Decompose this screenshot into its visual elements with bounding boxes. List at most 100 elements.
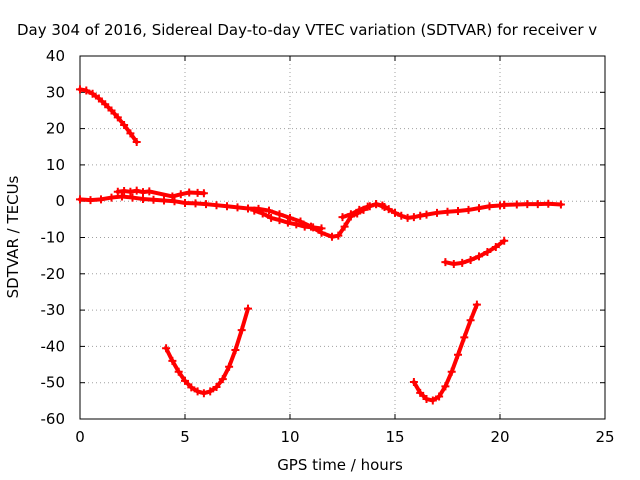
data-point bbox=[218, 375, 227, 384]
x-tick-label: 15 bbox=[385, 428, 404, 446]
data-point bbox=[176, 190, 185, 199]
data-point bbox=[212, 201, 221, 210]
data-point bbox=[435, 392, 444, 401]
data-point bbox=[454, 207, 462, 216]
data-point bbox=[334, 231, 343, 240]
data-point bbox=[372, 200, 381, 209]
data-point bbox=[391, 208, 399, 217]
y-tick-label: -10 bbox=[41, 229, 66, 247]
y-tick-label: 40 bbox=[46, 47, 65, 65]
data-point bbox=[199, 189, 208, 198]
y-tick-label: -50 bbox=[41, 374, 66, 392]
data-point bbox=[441, 258, 450, 267]
series-arc-6 bbox=[500, 199, 565, 209]
data-point bbox=[460, 333, 469, 342]
data-point bbox=[199, 389, 208, 398]
series-arc-5 bbox=[338, 200, 389, 222]
data-point bbox=[126, 187, 135, 196]
x-tick-label: 10 bbox=[280, 428, 299, 446]
y-tick-label: -30 bbox=[41, 301, 66, 319]
data-point bbox=[286, 213, 294, 222]
data-point bbox=[416, 211, 425, 220]
y-tick-label: 30 bbox=[46, 83, 65, 101]
data-point bbox=[340, 222, 349, 231]
data-point bbox=[464, 205, 473, 214]
data-point bbox=[170, 197, 179, 206]
data-point bbox=[258, 209, 267, 218]
series-arc-2 bbox=[76, 192, 509, 241]
data-point bbox=[556, 200, 565, 209]
data-point bbox=[409, 213, 418, 222]
data-point bbox=[472, 300, 481, 309]
data-point bbox=[126, 129, 135, 138]
chart-title: Day 304 of 2016, Sidereal Day-to-day VTE… bbox=[17, 21, 597, 39]
data-point bbox=[265, 206, 273, 215]
data-point bbox=[76, 195, 84, 204]
data-point bbox=[428, 396, 437, 405]
x-tick-label: 0 bbox=[75, 428, 85, 446]
data-point bbox=[132, 138, 141, 147]
data-point bbox=[363, 202, 372, 211]
data-point bbox=[145, 187, 154, 196]
data-point bbox=[187, 383, 196, 392]
data-point bbox=[355, 205, 364, 214]
data-point bbox=[512, 200, 521, 209]
x-axis-label: GPS time / hours bbox=[277, 456, 403, 474]
y-axis-label: SDTVAR / TECUs bbox=[4, 175, 22, 298]
data-point bbox=[397, 211, 406, 220]
series-arc-1 bbox=[76, 85, 141, 147]
data-point bbox=[237, 326, 246, 335]
data-point bbox=[162, 344, 171, 353]
data-point bbox=[475, 204, 483, 213]
data-point bbox=[309, 223, 318, 232]
y-tick-label: -20 bbox=[41, 265, 66, 283]
data-point bbox=[233, 203, 242, 212]
data-point bbox=[149, 195, 158, 204]
data-point bbox=[346, 210, 355, 219]
data-point bbox=[416, 388, 425, 397]
data-point bbox=[292, 220, 301, 229]
data-point bbox=[168, 356, 177, 365]
data-point bbox=[458, 258, 467, 267]
data-point bbox=[500, 236, 509, 245]
data-point bbox=[94, 94, 103, 103]
data-point bbox=[485, 202, 494, 211]
data-point bbox=[380, 203, 389, 212]
data-point bbox=[76, 85, 84, 94]
data-series bbox=[76, 85, 565, 405]
data-point bbox=[231, 346, 240, 355]
series-arc-8 bbox=[162, 304, 252, 398]
y-tick-label: -40 bbox=[41, 337, 66, 355]
data-point bbox=[113, 113, 122, 122]
data-point bbox=[447, 367, 456, 376]
data-point bbox=[128, 193, 137, 202]
data-point bbox=[384, 205, 393, 214]
data-point bbox=[409, 377, 418, 386]
x-tick-label: 5 bbox=[180, 428, 190, 446]
data-point bbox=[283, 218, 292, 227]
data-point bbox=[244, 304, 252, 313]
data-point bbox=[491, 242, 500, 251]
series-arc-3 bbox=[113, 186, 208, 201]
data-point bbox=[191, 199, 200, 208]
data-point bbox=[441, 382, 450, 391]
data-point bbox=[223, 202, 231, 211]
data-point bbox=[88, 89, 97, 98]
data-point bbox=[466, 256, 475, 265]
x-tick-label: 20 bbox=[490, 428, 509, 446]
data-point bbox=[433, 208, 441, 217]
data-point bbox=[338, 213, 347, 222]
y-tick-label: 10 bbox=[46, 156, 65, 174]
data-point bbox=[449, 259, 458, 268]
data-point bbox=[500, 200, 509, 209]
data-point bbox=[422, 210, 431, 219]
data-point bbox=[107, 106, 116, 115]
data-point bbox=[475, 252, 483, 261]
data-point bbox=[454, 350, 462, 359]
data-point bbox=[206, 387, 215, 396]
data-point bbox=[139, 195, 147, 204]
data-point bbox=[267, 213, 276, 222]
data-point bbox=[544, 199, 553, 208]
data-point bbox=[466, 316, 475, 325]
